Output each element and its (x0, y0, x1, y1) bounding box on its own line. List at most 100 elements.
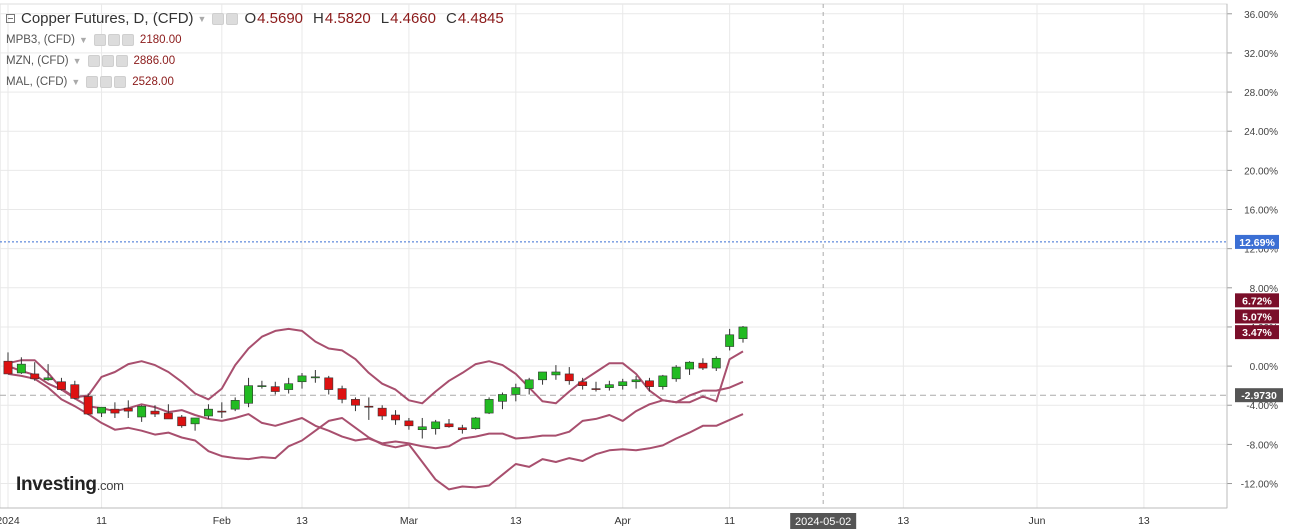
legend-compare-row: MAL, (CFD) ▼ 2528.00 (6, 71, 514, 92)
candle (310, 370, 320, 383)
candle (230, 397, 240, 412)
candle (685, 361, 694, 375)
y-tick-label: 32.00% (1244, 49, 1278, 60)
candle (257, 380, 267, 389)
candle-body (150, 410, 160, 415)
x-tick-label: 13 (510, 515, 522, 527)
y-tick-label: -12.00% (1241, 480, 1278, 491)
candle (645, 377, 654, 392)
candle (551, 365, 561, 380)
candle (190, 417, 200, 431)
y-tick-label: 0.00% (1250, 362, 1278, 373)
candle-body (244, 385, 253, 404)
candle (591, 381, 601, 392)
candle-body (83, 396, 93, 415)
close-icon[interactable] (121, 33, 134, 46)
gear-icon[interactable] (101, 54, 114, 67)
candle (351, 397, 360, 412)
gear-icon[interactable] (226, 12, 239, 25)
x-tick-label: 13 (1138, 515, 1150, 527)
candle-body (631, 379, 641, 383)
candle (604, 380, 614, 391)
candle (671, 365, 681, 382)
candle (377, 405, 387, 420)
candle (150, 405, 160, 417)
candle (137, 405, 147, 422)
x-tick-label: Jun (1029, 515, 1046, 527)
candle (711, 356, 721, 371)
y-tick-label: 20.00% (1244, 166, 1278, 177)
candle-body (471, 417, 481, 430)
candle-body (30, 373, 40, 380)
candle-body (163, 412, 173, 420)
candle (43, 364, 53, 381)
close-icon[interactable] (115, 54, 128, 67)
collapse-icon[interactable] (6, 14, 15, 23)
x-tick-label: Mar (400, 515, 419, 527)
candle-body (417, 426, 427, 431)
candle (564, 367, 574, 385)
candle (270, 381, 280, 395)
candle-body (685, 361, 694, 370)
logo-brand: Investing (16, 474, 97, 495)
candle-body (177, 416, 187, 427)
ohlc-open: O4.5690 (244, 10, 304, 27)
x-tick-label: 11 (724, 515, 735, 527)
candle-body (137, 405, 147, 418)
candle (123, 400, 133, 418)
eye-icon[interactable] (212, 12, 225, 25)
eye-icon[interactable] (86, 75, 99, 88)
candle-body (498, 394, 507, 402)
x-tick-label: 11 (96, 515, 107, 527)
candle-body (257, 385, 267, 387)
candle-body (511, 387, 521, 395)
chevron-down-icon[interactable]: ▼ (71, 76, 81, 87)
eye-icon[interactable] (93, 33, 106, 46)
compare-tools (87, 54, 128, 67)
compare-name: MPB3, (CFD) (6, 33, 75, 46)
candle-body (391, 414, 400, 421)
candle-body (591, 388, 601, 390)
candle-body (551, 371, 561, 376)
investing-logo: Investing.com (16, 474, 124, 496)
candle-body (57, 381, 66, 390)
compare-percent-badge: 5.07% (1242, 311, 1272, 323)
reference-badge-bg (1235, 388, 1283, 403)
candle-body (564, 373, 574, 382)
chevron-down-icon[interactable]: ▼ (79, 34, 88, 45)
legend-main-row: Copper Futures, D, (CFD) ▼ O4.5690 H4.58… (6, 8, 514, 29)
candle (484, 397, 494, 415)
crosshair-date-label: 2024-05-02 (795, 516, 851, 528)
candle (364, 397, 374, 420)
candle-body (457, 427, 467, 431)
candle-body (404, 420, 414, 427)
candle-body (190, 417, 200, 425)
candle (244, 377, 253, 408)
gear-icon[interactable] (107, 33, 120, 46)
plot-area (0, 3, 1228, 509)
candle (30, 362, 40, 381)
candle-body (284, 383, 294, 390)
chevron-down-icon[interactable]: ▼ (72, 55, 82, 66)
eye-icon[interactable] (87, 54, 100, 67)
gear-icon[interactable] (100, 75, 113, 88)
close-icon[interactable] (114, 75, 127, 88)
candle (631, 375, 641, 389)
y-tick-label: -8.00% (1246, 440, 1278, 451)
candle-body (725, 334, 735, 347)
chevron-down-icon[interactable]: ▼ (197, 13, 207, 24)
candle (457, 424, 467, 434)
candle (163, 404, 173, 420)
candle-body (351, 399, 360, 406)
candle (511, 383, 521, 402)
candle-body (431, 421, 441, 430)
candle (538, 371, 547, 385)
y-tick-label: 24.00% (1244, 127, 1278, 138)
compare-value: 2886.00 (133, 54, 176, 67)
x-tick-label: Apr (615, 515, 632, 527)
candle (110, 402, 120, 418)
candle (471, 416, 481, 430)
chart-legend: Copper Futures, D, (CFD) ▼ O4.5690 H4.58… (6, 8, 514, 92)
